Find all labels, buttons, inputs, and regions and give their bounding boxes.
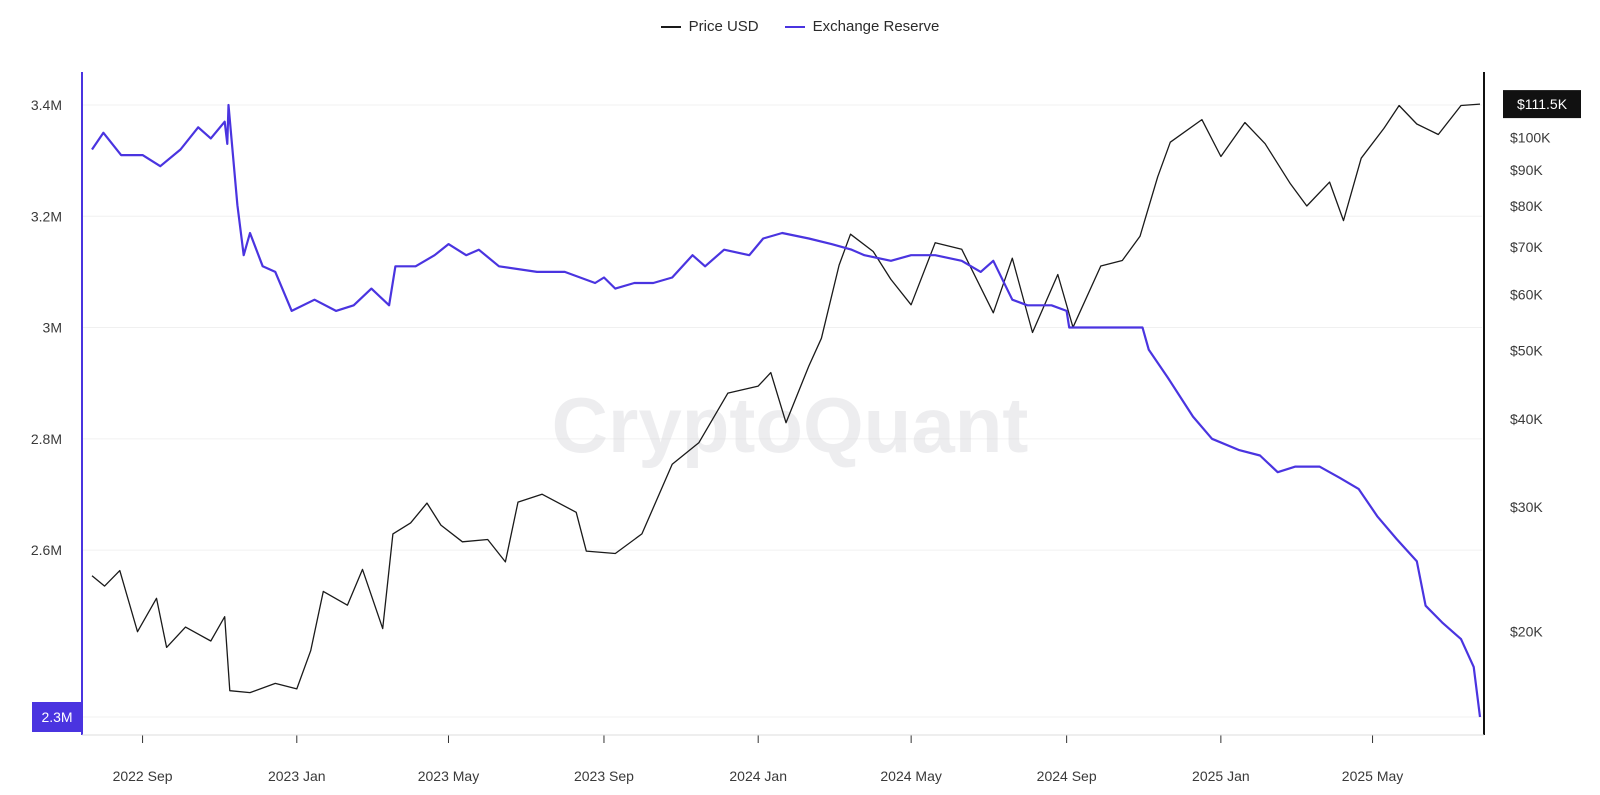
series-lines <box>91 103 1482 718</box>
x-tick-label: 2023 Jan <box>268 768 326 784</box>
y-left-tick-label: 3.2M <box>31 208 62 224</box>
y-right-tick-label: $100K <box>1510 130 1551 146</box>
legend-swatch-price <box>660 25 681 28</box>
x-tick-label: 2023 Sep <box>574 768 634 784</box>
legend-label-price: Price USD <box>688 18 759 35</box>
y-right-tick-label: $80K <box>1510 198 1543 214</box>
y-right-tick-label: $70K <box>1510 239 1543 255</box>
price-usd-line <box>91 103 1481 694</box>
y-left-tick-label: 2.6M <box>31 542 62 558</box>
exchange-reserve-line <box>91 103 1482 718</box>
x-tick-label: 2024 May <box>880 768 941 784</box>
axes: 3.4M 3.2M 3M 2.8M 2.6M 2022 Sep 2023 Jan 2023 M… <box>31 72 1551 784</box>
grid-lines <box>82 104 1482 718</box>
y-right-tick-label: $50K <box>1510 342 1543 358</box>
y-right-tick-label: $30K <box>1510 499 1543 515</box>
legend-swatch-reserve <box>784 25 805 28</box>
x-tick-label: 2024 Sep <box>1037 768 1097 784</box>
y-left-tick-label: 3M <box>43 320 62 336</box>
x-tick-label: 2023 May <box>418 768 479 784</box>
price-badge-label: $111.5K <box>1517 96 1568 112</box>
y-left-tick-label: 2.8M <box>31 431 62 447</box>
value-badges: $111.5K 2.3M <box>32 90 1581 732</box>
x-tick-label: 2022 Sep <box>113 768 173 784</box>
watermark-text: CryptoQuant <box>552 381 1029 469</box>
x-tick-label: 2025 Jan <box>1192 768 1250 784</box>
reserve-badge-label: 2.3M <box>41 709 72 725</box>
x-tick-label: 2024 Jan <box>729 768 787 784</box>
x-tick-label: 2025 May <box>1342 768 1403 784</box>
chart-legend: Price USD Exchange Reserve <box>0 18 1600 35</box>
price-badge <box>1503 90 1581 119</box>
legend-item-price[interactable]: Price USD <box>660 18 759 35</box>
reserve-badge <box>32 702 82 732</box>
y-left-tick-label: 3.4M <box>31 97 62 113</box>
y-right-tick-label: $60K <box>1510 286 1543 302</box>
legend-item-reserve[interactable]: Exchange Reserve <box>784 18 940 35</box>
y-right-tick-label: $40K <box>1510 411 1543 427</box>
y-right-tick-label: $20K <box>1510 624 1543 640</box>
legend-label-reserve: Exchange Reserve <box>812 18 940 35</box>
y-right-tick-label: $90K <box>1510 162 1543 178</box>
